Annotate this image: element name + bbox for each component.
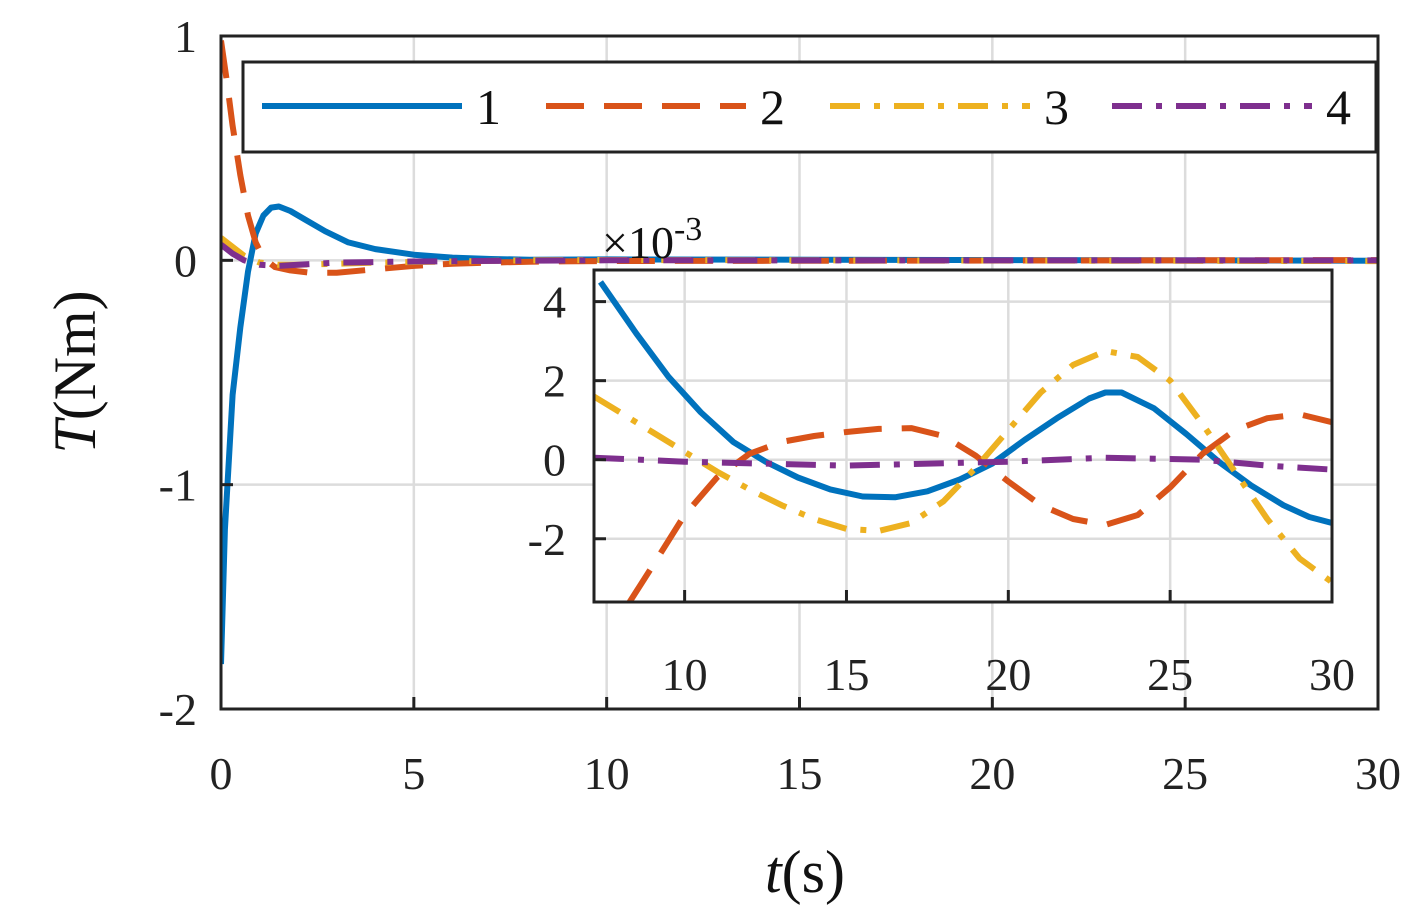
main-x-tick-label: 5 — [402, 748, 425, 799]
inset-scale-label: ×10-3 — [602, 211, 702, 268]
main-y-tick-label: -2 — [159, 684, 197, 735]
main-x-tick-label: 30 — [1355, 748, 1401, 799]
inset-plot: 10 15 20 25 30 -2 0 2 4 ×10-3 — [528, 211, 1355, 700]
inset-series-3 — [594, 348, 1332, 585]
inset-plot-frame — [592, 268, 1334, 604]
main-x-tick-label: 10 — [584, 748, 630, 799]
inset-y-tick-label: 4 — [543, 277, 566, 328]
inset-x-tick-label: 30 — [1309, 649, 1355, 700]
main-series — [221, 40, 1378, 665]
inset-y-tick-label: 0 — [543, 435, 566, 486]
inset-x-tick-label: 25 — [1147, 649, 1193, 700]
main-plot-frame — [219, 34, 1380, 711]
y-axis-label: T(Nm) — [42, 290, 108, 453]
inset-x-tick-label: 10 — [662, 649, 708, 700]
main-x-tick-label: 0 — [210, 748, 233, 799]
main-x-tick-label: 15 — [777, 748, 823, 799]
x-axis-label: t(s) — [765, 839, 845, 905]
main-series-4 — [221, 242, 1378, 269]
main-x-tick-label: 20 — [969, 748, 1015, 799]
legend-label-2: 2 — [760, 79, 785, 135]
main-y-tick-label: 0 — [174, 235, 197, 286]
main-series-2 — [221, 40, 1378, 276]
inset-y-tick-label: -2 — [528, 514, 566, 565]
inset-x-tick-label: 15 — [823, 649, 869, 700]
inset-tick-labels: 10 15 20 25 30 -2 0 2 4 — [528, 277, 1355, 700]
inset-background — [594, 270, 1332, 602]
inset-series — [594, 280, 1332, 602]
main-x-tick-label: 25 — [1162, 748, 1208, 799]
main-tick-labels: 0 5 10 15 20 25 30-2-101 — [159, 11, 1401, 799]
main-y-tick-label: 1 — [174, 11, 197, 62]
inset-y-tick-label: 2 — [543, 356, 566, 407]
legend-label-3: 3 — [1044, 79, 1069, 135]
inset-series-4 — [594, 454, 1332, 473]
inset-x-tick-label: 20 — [985, 649, 1031, 700]
legend-label-4: 4 — [1326, 79, 1351, 135]
main-y-tick-label: -1 — [159, 460, 197, 511]
legend: 1 2 3 4 — [241, 60, 1378, 154]
legend-label-1: 1 — [476, 79, 501, 135]
